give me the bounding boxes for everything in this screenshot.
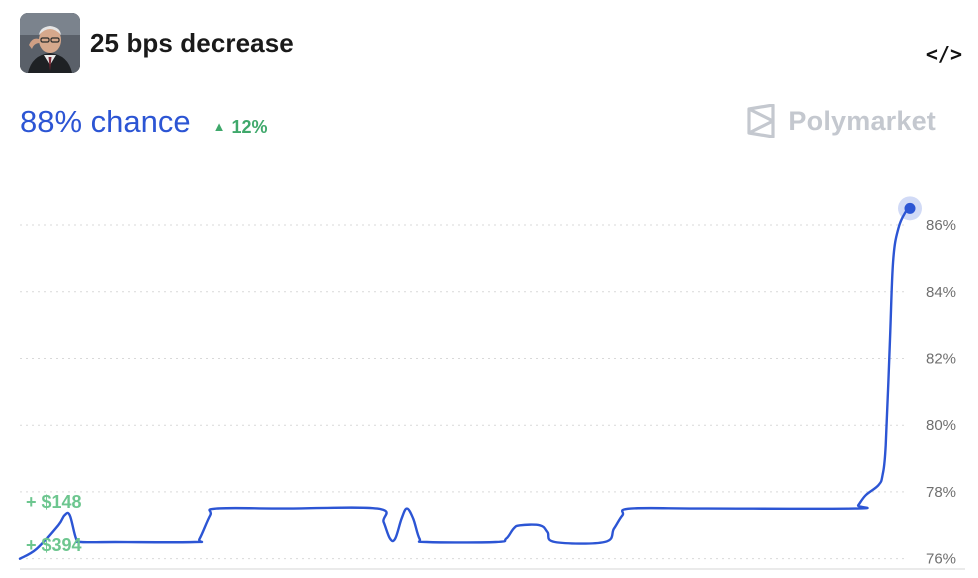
- market-header: 25 bps decrease: [20, 13, 294, 73]
- brand-watermark: Polymarket: [746, 104, 936, 138]
- triangle-up-icon: ▲: [212, 119, 226, 134]
- current-point[interactable]: [904, 202, 916, 214]
- portrait-photo-icon: [20, 13, 80, 73]
- y-tick-label: 82%: [926, 350, 956, 367]
- trade-annotations: + $148 + $394: [26, 492, 82, 555]
- y-tick-label: 84%: [926, 284, 956, 301]
- polymarket-logo-icon: [747, 104, 776, 138]
- y-tick-label: 80%: [926, 417, 956, 434]
- chance-summary: 88% chance ▲ 12%: [20, 104, 268, 140]
- y-tick-label: 78%: [926, 484, 956, 501]
- y-axis-ticks: 76% 78% 80% 82% 84% 86%: [926, 217, 956, 568]
- trade-annotation: + $394: [26, 535, 82, 555]
- probability-line: [18, 207, 912, 560]
- code-embed-icon[interactable]: </>: [925, 42, 962, 66]
- change-badge: ▲ 12%: [213, 117, 268, 138]
- chance-value: 88% chance: [20, 104, 191, 139]
- change-value: 12%: [231, 117, 268, 137]
- y-tick-label: 76%: [926, 551, 956, 568]
- brand-name: Polymarket: [788, 105, 936, 136]
- trade-annotation: + $148: [26, 492, 82, 512]
- market-title: 25 bps decrease: [90, 27, 294, 58]
- y-tick-label: 86%: [926, 217, 956, 234]
